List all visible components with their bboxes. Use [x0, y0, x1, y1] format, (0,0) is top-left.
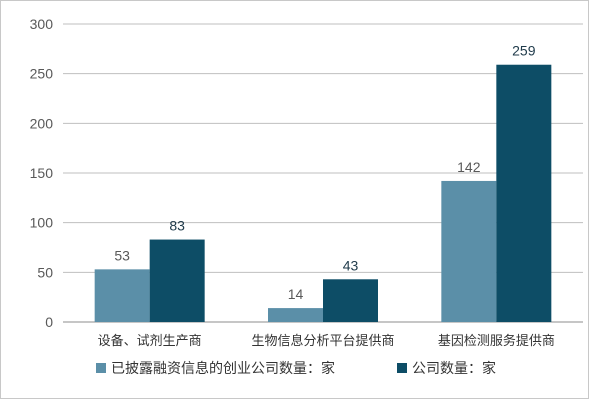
bar-series2	[496, 64, 552, 322]
data-labels: 53 83 14 43 142 259	[114, 43, 535, 302]
data-label: 43	[343, 257, 359, 273]
bar-series1	[441, 180, 497, 322]
x-category-label: 基因检测服务提供商	[438, 333, 555, 349]
y-tick-label: 0	[45, 314, 53, 330]
y-tick-label: 50	[37, 264, 53, 280]
y-tick-label: 100	[30, 215, 54, 231]
legend: 已披露融资信息的创业公司数量：家 公司数量：家	[96, 360, 496, 377]
x-category-label: 生物信息分析平台提供商	[251, 333, 394, 349]
bar-series1	[94, 269, 150, 322]
x-axis-categories: 设备、试剂生产商 生物信息分析平台提供商 基因检测服务提供商	[98, 333, 555, 349]
data-label: 83	[169, 218, 185, 234]
y-tick-label: 200	[30, 115, 54, 131]
data-label: 142	[457, 159, 481, 175]
legend-label: 已披露融资信息的创业公司数量：家	[111, 360, 335, 377]
bars	[94, 64, 552, 322]
y-axis-ticks: 0 50 100 150 200 250 300	[30, 16, 54, 330]
x-category-label: 设备、试剂生产商	[98, 333, 202, 349]
legend-swatch	[397, 363, 407, 373]
data-label: 14	[288, 286, 304, 302]
data-label: 259	[512, 43, 536, 59]
bar-series1	[268, 308, 323, 322]
y-tick-label: 150	[30, 165, 54, 181]
data-label: 53	[114, 247, 130, 263]
bar-series2	[323, 279, 378, 322]
bar-series2	[149, 239, 205, 322]
legend-swatch	[96, 363, 106, 373]
y-tick-label: 300	[30, 16, 54, 32]
legend-label: 公司数量：家	[412, 360, 496, 377]
y-tick-label: 250	[30, 66, 54, 82]
